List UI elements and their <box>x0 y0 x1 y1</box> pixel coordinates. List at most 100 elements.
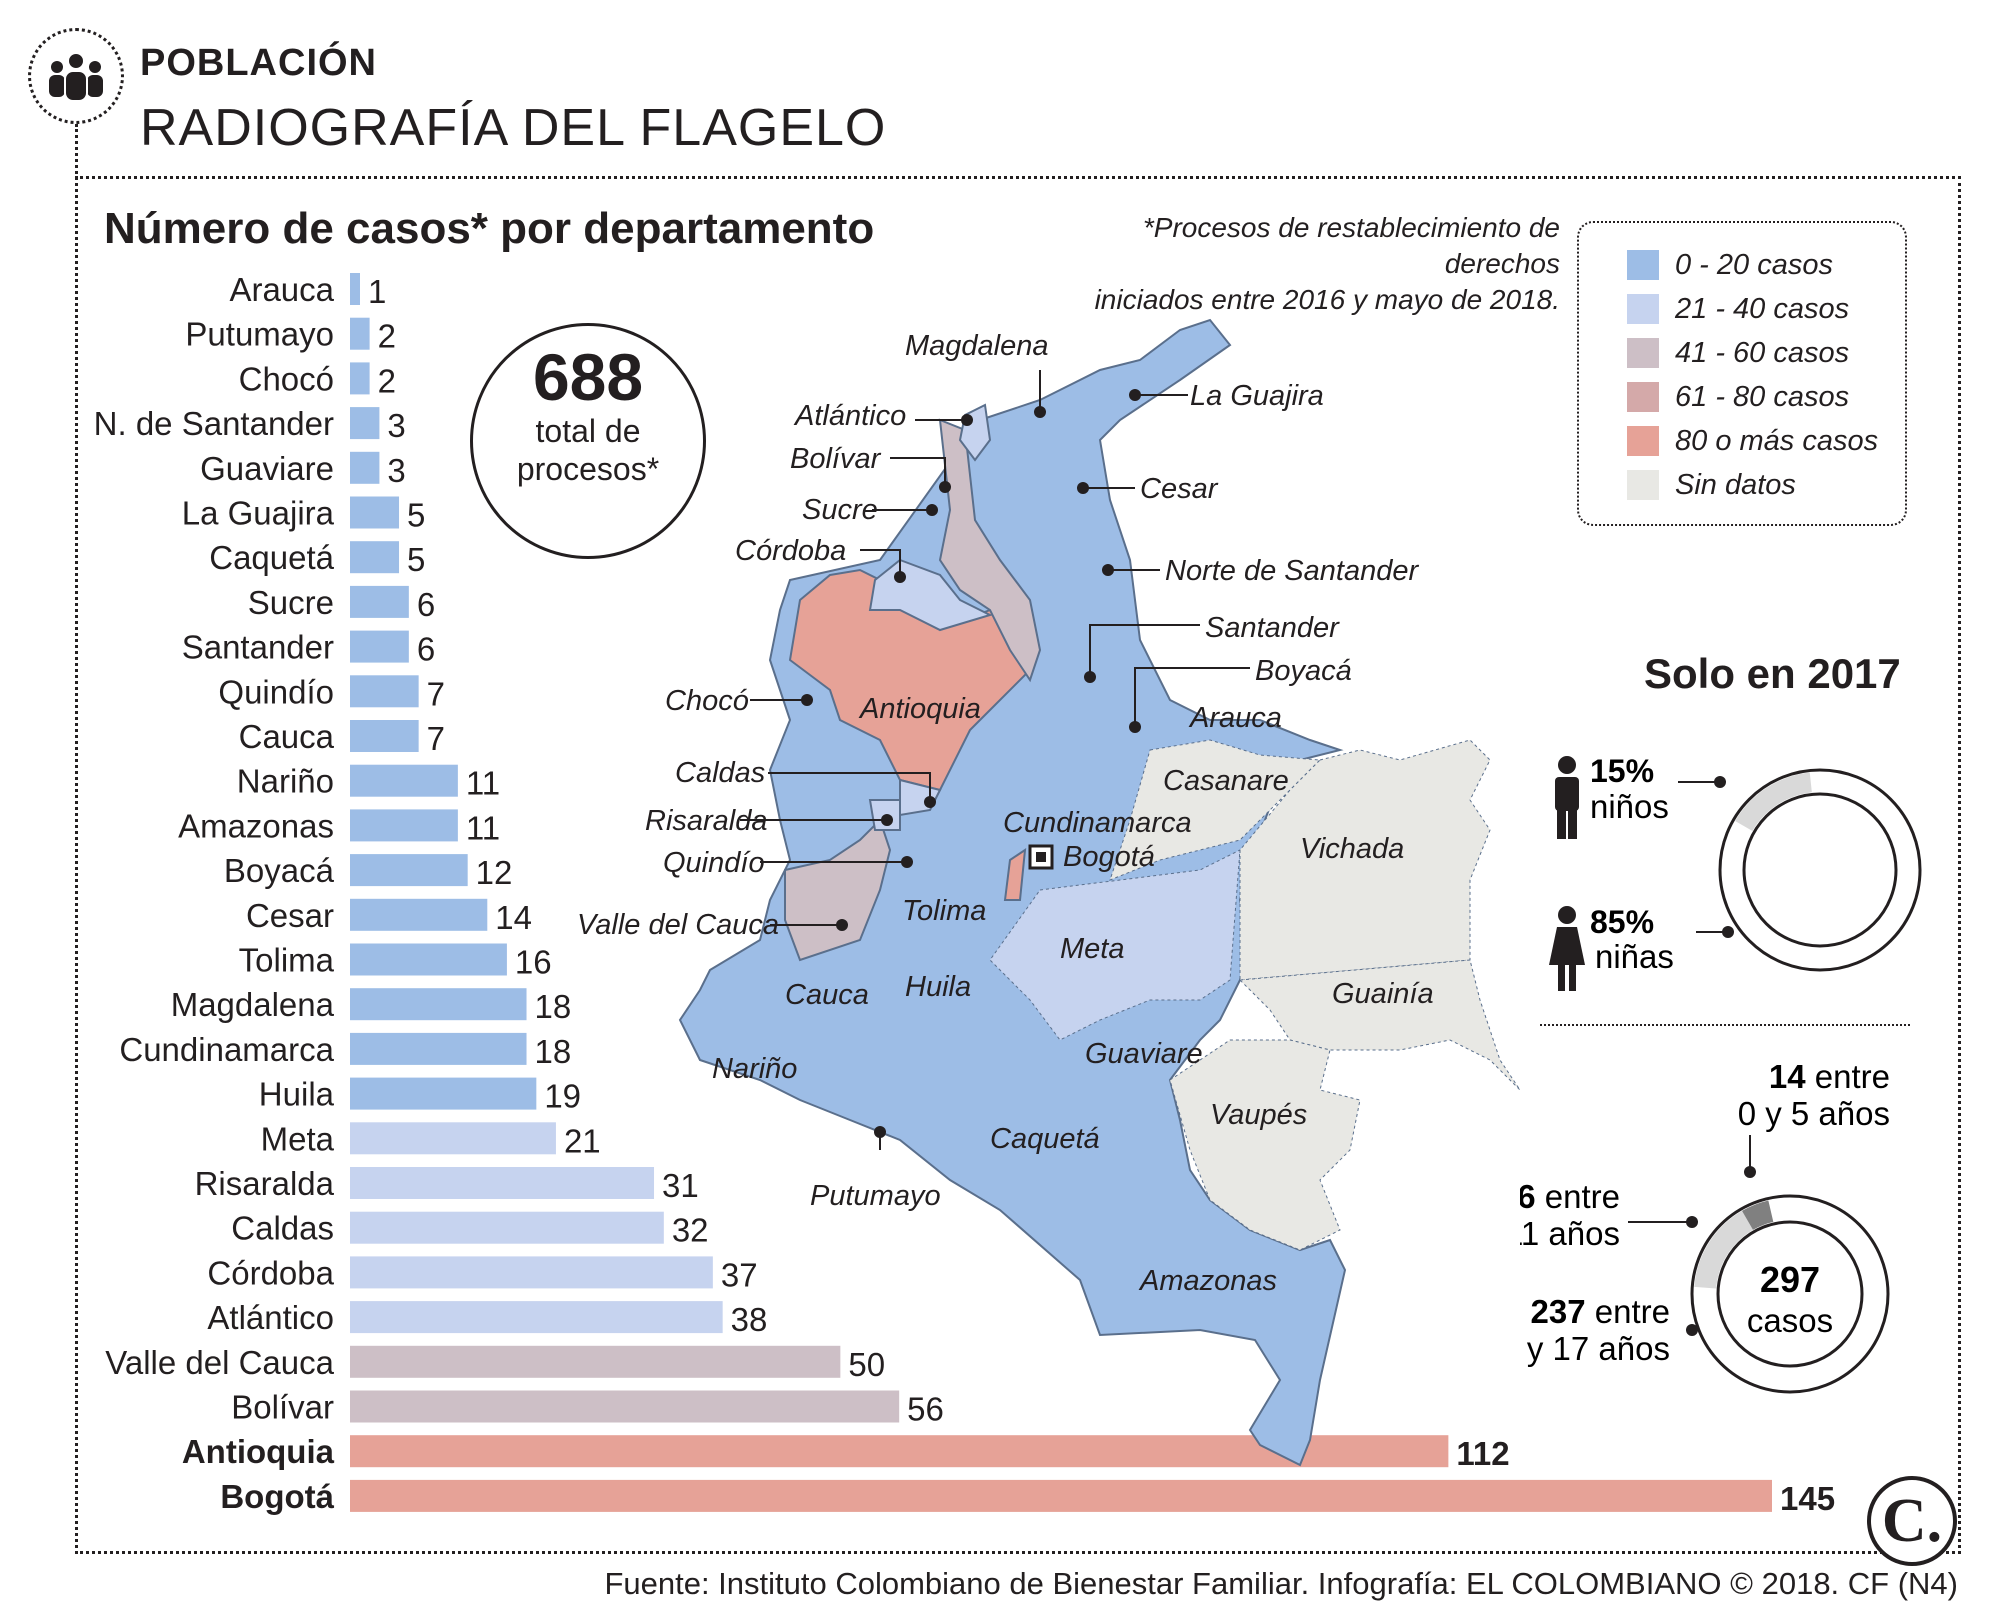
bar <box>350 898 488 931</box>
map-label-bolivar: Bolívar <box>790 443 882 475</box>
map-label-arauca: Arauca <box>1188 702 1282 734</box>
map-label-magdalena: Magdalena <box>905 330 1049 362</box>
bar <box>350 1167 655 1199</box>
map-label-meta: Meta <box>1060 933 1124 965</box>
bar <box>350 675 419 708</box>
bar-category-label: La Guajira <box>182 495 335 532</box>
bar-value-label: 7 <box>427 675 445 712</box>
age-12-17-entre: entre <box>1595 1293 1670 1330</box>
bar <box>350 630 409 663</box>
map-label-norte-santander: Norte de Santander <box>1165 555 1419 587</box>
bar-chart: Arauca 1 Putumayo 2 Chocó 2 N. de Santander 3 Gu… <box>94 271 1835 1517</box>
gender-donut-ninos-segment <box>1735 772 1812 831</box>
map-labels: Magdalena La Guajira Atlántico Bolívar C… <box>577 330 1434 1297</box>
legend-swatch <box>1627 470 1659 500</box>
people-group-icon <box>28 28 124 124</box>
bar <box>350 1301 723 1334</box>
svg-text:237 entre: 237 entre <box>1531 1293 1670 1330</box>
bar-category-label: Risaralda <box>195 1165 335 1202</box>
legend-item: 41 - 60 casos <box>1627 331 1905 375</box>
ninas-label: niñas <box>1595 938 1674 975</box>
bar-value-label: 11 <box>466 765 500 802</box>
legend-item: 61 - 80 casos <box>1627 375 1905 419</box>
map-label-antioquia: Antioquia <box>858 693 981 725</box>
bar-category-label: Quindío <box>218 673 334 710</box>
legend: 0 - 20 casos 21 - 40 casos 41 - 60 casos… <box>1577 221 1907 526</box>
age-6-11-range: 6 y 11 años <box>1520 1215 1620 1252</box>
bar-category-label: Caldas <box>231 1210 334 1247</box>
content-frame <box>75 176 1961 1554</box>
bar-value-label: 19 <box>544 1078 581 1115</box>
bar-category-label: Meta <box>261 1120 335 1157</box>
age-donut: 297 casos <box>1690 1194 1890 1394</box>
map-label-santander: Santander <box>1205 612 1340 644</box>
bar <box>350 988 527 1021</box>
map-label-choco: Chocó <box>665 685 749 717</box>
map-label-putumayo: Putumayo <box>810 1180 941 1212</box>
map-region-bolivar <box>938 418 1042 683</box>
map-region-vichada <box>1239 739 1491 981</box>
bar <box>350 809 458 842</box>
legend-item: 80 o más casos <box>1627 419 1905 463</box>
map-region-guainia <box>1238 959 1521 1091</box>
map-label-amazonas: Amazonas <box>1138 1265 1277 1297</box>
bar-value-label: 5 <box>407 497 425 534</box>
bar <box>350 451 380 484</box>
age-6-11-entre: entre <box>1545 1178 1620 1215</box>
solo-2017-panel: 15% niños 85% niñas 297 casos 14 entre 0… <box>1520 753 1922 1394</box>
map-label-atlantico: Atlántico <box>793 400 906 432</box>
legend-swatch <box>1627 294 1659 324</box>
bar-category-label: Arauca <box>229 271 334 308</box>
bar-value-label: 31 <box>662 1167 699 1204</box>
bar-value-label: 2 <box>378 318 396 355</box>
legend-label: 80 o más casos <box>1675 424 1879 457</box>
bar-category-label: Caquetá <box>209 539 334 576</box>
bar-value-label: 18 <box>535 988 572 1025</box>
el-colombiano-logo: C. <box>1867 1476 1957 1566</box>
bar-value-label: 56 <box>907 1391 944 1428</box>
bar-category-label: Nariño <box>237 763 334 800</box>
bar-category-label: Córdoba <box>207 1254 334 1291</box>
total-label: total de procesos* <box>516 413 660 487</box>
footnote-line-1: *Procesos de restablecimiento de derecho… <box>1142 212 1560 279</box>
bar-value-label: 145 <box>1780 1480 1835 1517</box>
map-label-vichada: Vichada <box>1300 833 1404 865</box>
map-region-meta <box>989 849 1241 1041</box>
ninas-pct: 85% <box>1590 904 1654 940</box>
map-label-cesar: Cesar <box>1140 473 1219 505</box>
bar-category-label: Boyacá <box>224 852 335 889</box>
gender-donut <box>1718 768 1922 972</box>
section-label: POBLACIÓN <box>140 42 377 84</box>
map-label-caqueta: Caquetá <box>990 1123 1100 1155</box>
map-label-la-guajira: La Guajira <box>1190 380 1324 412</box>
map-label-vaupes: Vaupés <box>1210 1099 1307 1131</box>
bar <box>350 1032 527 1065</box>
solo-2017-title: Solo en 2017 <box>1644 650 1901 697</box>
legend-swatch <box>1627 250 1659 280</box>
bar-value-label: 38 <box>731 1301 768 1338</box>
map-label-quindio: Quindío <box>663 847 765 879</box>
bar-category-label: N. de Santander <box>94 405 334 442</box>
age-donut-0-5-segment <box>1742 1200 1774 1230</box>
legend-label: 41 - 60 casos <box>1675 336 1850 369</box>
girl-icon <box>1549 906 1585 991</box>
map-label-boyaca: Boyacá <box>1255 655 1352 687</box>
bar-category-label: Bolívar <box>231 1389 334 1426</box>
bar-category-label: Huila <box>259 1076 335 1113</box>
bar-category-label: Antioquia <box>182 1433 335 1470</box>
bar-value-label: 18 <box>535 1033 572 1070</box>
map-label-valle: Valle del Cauca <box>577 909 779 941</box>
svg-text:14 entre: 14 entre <box>1769 1058 1890 1095</box>
bar-category-label: Amazonas <box>178 807 334 844</box>
age-0-5-range: 0 y 5 años <box>1738 1095 1890 1132</box>
bar <box>350 1211 664 1244</box>
bar-value-label: 32 <box>672 1212 709 1249</box>
map-region-vaupes <box>1169 1039 1361 1251</box>
footnote: *Procesos de restablecimiento de derecho… <box>1030 210 1560 318</box>
bar-value-label: 7 <box>427 720 445 757</box>
bar <box>350 1345 841 1378</box>
legend-label: 0 - 20 casos <box>1675 248 1833 281</box>
map-leader-lines <box>740 370 1250 1150</box>
map-label-tolima: Tolima <box>902 895 986 927</box>
age-6-11-count: 46 <box>1520 1178 1536 1215</box>
